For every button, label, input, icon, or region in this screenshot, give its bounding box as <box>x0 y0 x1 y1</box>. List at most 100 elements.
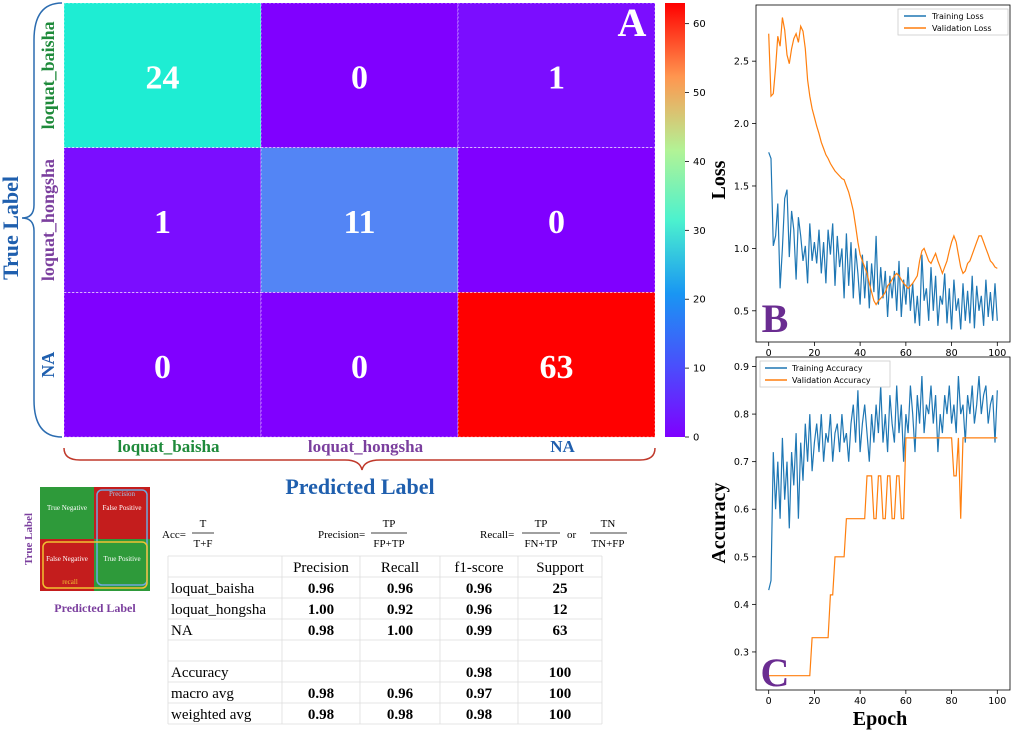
recall-formula-prefix: Recall= <box>480 529 514 541</box>
recall-or: or <box>567 529 577 541</box>
loss-ytick-label: 1.5 <box>734 181 749 192</box>
column-label: loquat_baisha <box>117 437 220 456</box>
acc-denominator: T+F <box>193 538 212 550</box>
loss-ytick-label: 2.0 <box>734 119 749 130</box>
schematic-precision-label: Precision <box>109 490 136 498</box>
table-cell: 25 <box>553 581 568 597</box>
colorbar-tick-label: 10 <box>693 364 706 375</box>
colorbar-tick-label: 30 <box>693 226 706 237</box>
loss-chart-panel: 0.5 1.0 1.5 2.0 2.5 0 20 40 60 80 100 Training Los… <box>708 4 1011 359</box>
heatmap-value: 0 <box>351 59 368 96</box>
heatmap-cell <box>63 292 262 438</box>
loss-legend: Training Loss Validation Loss <box>897 8 1009 36</box>
recall-outline <box>42 541 148 589</box>
heatmap-value: 0 <box>154 349 171 386</box>
accuracy-series-line-0 <box>768 375 998 591</box>
table-cell: 0.96 <box>466 581 493 597</box>
schematic-xlabel: Predicted Label <box>54 601 136 615</box>
row-labels: loquat_baisha loquat_hongsha NA <box>38 21 58 377</box>
panel-letter-a: A <box>618 0 647 45</box>
heatmap-value: 24 <box>146 59 180 96</box>
heatmap-cells <box>63 2 656 438</box>
accuracy-plot-area <box>755 356 1011 691</box>
table-row-label: loquat_baisha <box>171 581 255 597</box>
table-cell: 0.98 <box>308 707 334 723</box>
panel-letter-b: B <box>762 296 789 341</box>
schematic-tp-cell <box>94 539 150 591</box>
accuracy-legend: Training Accuracy Validation Accuracy <box>759 360 891 388</box>
loss-legend-box <box>897 8 1009 36</box>
table-cell: 0.98 <box>308 623 334 639</box>
loss-series-line-1 <box>768 17 998 306</box>
table-header: Recall <box>381 560 419 576</box>
loss-xtick-label: 20 <box>808 348 820 359</box>
table-cell: 0.96 <box>387 581 414 597</box>
table-cell: 0.96 <box>387 686 414 702</box>
heatmap-cell <box>260 147 459 293</box>
recall-denominator-2: TN+FP <box>591 538 624 550</box>
acc-formula-prefix: Acc= <box>162 529 186 541</box>
colorbar-tick-label: 50 <box>693 88 706 99</box>
table-cell: 0.99 <box>466 623 492 639</box>
schematic-fp-label: False Positive <box>102 504 141 512</box>
accuracy-ytick-label: 0.6 <box>734 505 749 516</box>
loss-xtick-label: 60 <box>900 348 912 359</box>
accuracy-ytick-label: 0.3 <box>734 647 749 658</box>
accuracy-ytick-label: 0.5 <box>734 552 749 563</box>
loss-lines <box>768 17 998 330</box>
accuracy-xtick-label: 0 <box>766 696 772 707</box>
table-header: f1-score <box>454 560 503 576</box>
heatmap-cell <box>457 292 656 438</box>
loss-xtick-label: 40 <box>854 348 866 359</box>
table-cell: 12 <box>553 602 568 618</box>
heatmap-values: 24 0 11 11 00 0 63 <box>146 59 574 385</box>
loss-xtick-label: 100 <box>988 348 1006 359</box>
validation-loss-legend: Validation Loss <box>932 24 992 33</box>
column-label: loquat_hongsha <box>308 437 424 456</box>
true-label-brace <box>21 2 63 438</box>
precision-denominator: FP+TP <box>373 538 404 550</box>
table-cell: 0.92 <box>387 602 413 618</box>
accuracy-legend-box <box>759 360 891 388</box>
accuracy-xtick-label: 40 <box>854 696 866 707</box>
table-cell: 0.98 <box>308 686 334 702</box>
accuracy-xtick-label: 20 <box>808 696 820 707</box>
schematic-recall-label: recall <box>62 578 78 586</box>
accuracy-ytick-label: 0.7 <box>734 457 749 468</box>
heatmap-value: 1 <box>548 59 565 96</box>
training-loss-legend: Training Loss <box>931 12 984 21</box>
accuracy-ytick-label: 0.8 <box>734 410 749 421</box>
heatmap-value: 0 <box>548 204 565 241</box>
recall-denominator-1: FN+TP <box>524 538 557 550</box>
panel-letter-c: C <box>761 650 790 695</box>
row-label: loquat_baisha <box>38 21 58 129</box>
loss-plot-area <box>755 4 1011 343</box>
table-cell: 100 <box>549 707 572 723</box>
validation-accuracy-legend: Validation Accuracy <box>792 376 871 385</box>
acc-numerator: T <box>200 518 207 530</box>
loss-series-line-0 <box>768 152 998 330</box>
table-row-label: NA <box>171 623 193 639</box>
schematic-fp-cell <box>94 487 150 539</box>
colorbar-tick-label: 20 <box>693 295 706 306</box>
heatmap-value: 63 <box>540 349 574 386</box>
accuracy-xtick-label: 100 <box>988 696 1006 707</box>
accuracy-ytick-label: 0.9 <box>734 362 749 373</box>
column-label: NA <box>550 437 575 456</box>
precision-outline <box>96 489 148 586</box>
loss-ytick-label: 2.5 <box>734 57 749 68</box>
loss-ytick-label: 0.5 <box>734 306 749 317</box>
table-row-label: macro avg <box>171 686 234 702</box>
accuracy-chart-panel: 0.3 0.4 0.5 0.6 0.7 0.8 0.9 0 20 40 60 80 100 Traini… <box>708 356 1011 730</box>
table-cell: 0.96 <box>308 581 335 597</box>
table-cell: 1.00 <box>308 602 334 618</box>
column-labels: loquat_baisha loquat_hongsha NA <box>117 437 575 456</box>
table-header: Precision <box>293 560 349 576</box>
accuracy-ticks: 0.3 0.4 0.5 0.6 0.7 0.8 0.9 0 20 40 60 80 100 <box>734 362 1006 707</box>
accuracy-lines <box>768 375 998 677</box>
table-cell: 0.98 <box>466 665 492 681</box>
colorbar-tick-label: 0 <box>693 433 699 444</box>
predicted-label-axis-title: Predicted Label <box>285 474 434 499</box>
accuracy-ylabel: Accuracy <box>708 482 730 563</box>
